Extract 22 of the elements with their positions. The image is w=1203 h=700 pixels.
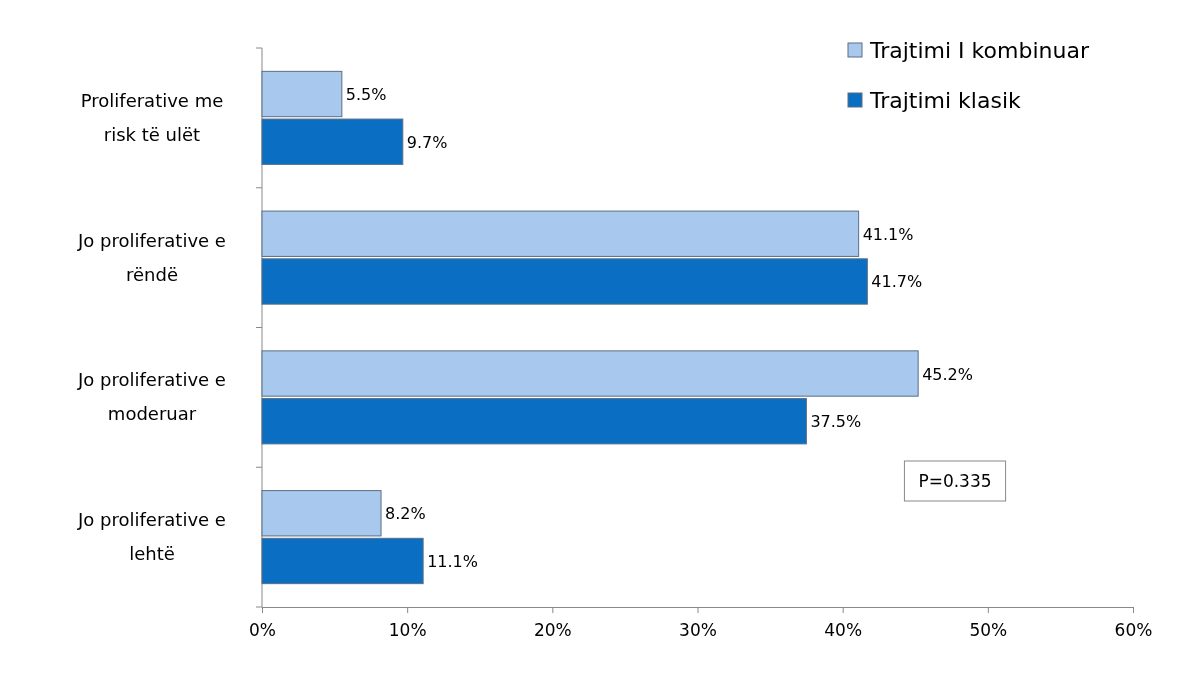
annotation: P=0.335 — [918, 471, 992, 491]
x-tick-label: 60% — [1114, 620, 1153, 641]
x-tick-label: 0% — [249, 620, 276, 641]
x-tick-label: 20% — [533, 620, 572, 641]
x-tick-label: 40% — [824, 620, 863, 641]
y-tick-label: Proliferative me risk të ulët — [80, 89, 224, 145]
y-tick-label: Jo proliferative e rëndë — [77, 229, 226, 285]
data-label: 41.1% — [862, 224, 914, 244]
legend-label: Trajtimi I kombinuar — [869, 38, 1090, 63]
y-tick-label: Jo proliferative e moderuar — [77, 369, 226, 425]
data-label: 45.2% — [922, 364, 973, 384]
data-label: 5.5% — [345, 85, 387, 105]
data-label: 41.7% — [871, 272, 923, 292]
data-label: 11.1% — [427, 551, 478, 571]
legend-label: Trajtimi klasik — [869, 88, 1022, 113]
x-tick-label: 30% — [679, 620, 717, 641]
data-label: 8.2% — [385, 504, 426, 524]
data-label: 37.5% — [810, 412, 862, 432]
data-label: 9.7% — [406, 132, 448, 152]
y-tick-label: Jo proliferative e lehtë — [77, 509, 226, 565]
x-tick-label: 50% — [969, 620, 1008, 641]
x-tick-label: 10% — [388, 620, 427, 641]
